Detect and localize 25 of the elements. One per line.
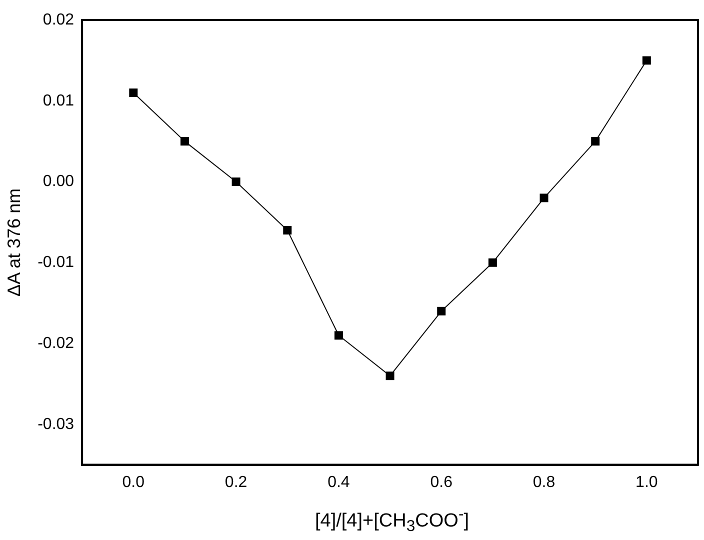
point [642,56,651,65]
point [129,88,138,98]
point [540,194,548,202]
x-tick-label: 0.0 [122,474,145,491]
x-tick-label: 0.4 [328,474,350,491]
x-tick-label: 1.0 [636,474,658,491]
point [180,137,189,146]
point [283,226,292,235]
point [488,258,497,267]
point [437,306,446,316]
y-tick-label: -0.02 [38,334,74,352]
x-axis-title: [4]/[4]+[CH$_{3}$COO$^{-}$] [314,506,470,536]
y-tick-label: -0.01 [38,254,74,272]
x-tick-label: 0.8 [532,474,556,491]
y-tick-label: -0.03 [38,416,74,433]
x-tick-label: 0.2 [224,474,248,491]
point [232,178,240,186]
y-tick-label: 0.01 [42,92,74,110]
y-tick-label: 0.02 [42,11,74,28]
point [334,331,343,340]
point [591,137,600,146]
x-tick-label: 0.6 [430,474,453,491]
y-tick-label: 0.00 [42,173,74,190]
y-axis-title: ΔA at 376 nm [4,188,24,296]
point [386,372,394,380]
